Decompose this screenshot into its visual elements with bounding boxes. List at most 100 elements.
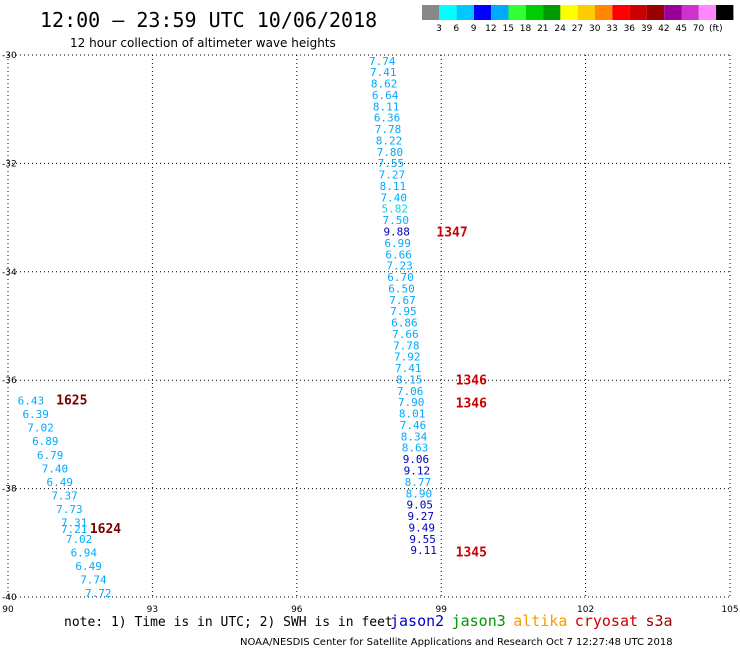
legend-swatch: [508, 5, 526, 20]
legend-swatch: [595, 5, 613, 20]
swh-value: 8.63: [402, 442, 429, 455]
swh-value: 6.64: [372, 89, 399, 102]
swh-value: 7.41: [370, 66, 397, 79]
page-subtitle: 12 hour collection of altimeter wave hei…: [70, 36, 336, 50]
pass-time-label: 1346: [456, 396, 487, 411]
swh-value: 6.50: [388, 282, 415, 295]
swh-value: 8.01: [399, 408, 426, 421]
legend-swatch: [456, 5, 474, 20]
swh-value: 7.02: [66, 533, 93, 546]
legend-swatch: [422, 5, 440, 20]
swh-value: 9.12: [404, 465, 431, 478]
swh-value: 7.74: [80, 573, 107, 586]
swh-value: 9.05: [407, 499, 434, 512]
legend-swatch: [439, 5, 457, 20]
swh-value: 7.95: [390, 305, 417, 318]
swh-value: 6.86: [391, 317, 418, 330]
swh-value: 7.41: [395, 362, 422, 375]
swh-value: 6.43: [18, 395, 45, 408]
time-labels: 1347 1346 1346 1345 1625 1624: [56, 226, 487, 561]
y-tick-label: -36: [2, 376, 17, 386]
legend-swatch: [491, 5, 509, 20]
swh-value: 6.89: [32, 435, 59, 448]
legend-label: 42: [658, 24, 669, 34]
swh-value: 8.34: [401, 430, 428, 443]
legend-swatch: [560, 5, 578, 20]
swh-value: 6.49: [75, 560, 102, 573]
legend-label: 27: [572, 24, 583, 34]
legend-swatch: [681, 5, 699, 20]
swh-value: 9.06: [403, 453, 430, 466]
mission-label: jason3: [452, 612, 506, 630]
swh-value: 7.31: [61, 517, 88, 530]
swh-value: 8.11: [380, 180, 407, 193]
legend-swatch: [543, 5, 561, 20]
mission-label: altika: [513, 612, 567, 630]
x-tick-label: 96: [291, 605, 303, 615]
axis-ticks: 90 93 96 99 102 105 -30 -32 -34 -36 -38 -40: [2, 51, 739, 615]
legend-swatch: [629, 5, 647, 20]
pass-time-label: 1345: [456, 545, 487, 560]
swh-value: 7.72: [85, 587, 112, 600]
swh-value: 7.06: [397, 385, 424, 398]
swh-value: 7.78: [375, 123, 402, 136]
swh-value: 8.77: [405, 476, 432, 489]
swh-value: 8.11: [373, 100, 400, 113]
legend-label: 6: [453, 24, 459, 34]
swh-value: 6.36: [374, 112, 401, 125]
swh-value: 7.66: [392, 328, 419, 341]
swh-value: 6.99: [384, 237, 411, 250]
swh-value: 7.67: [389, 294, 416, 307]
legend-label: (ft): [709, 24, 723, 34]
pass-time-label: 1625: [56, 394, 87, 409]
legend-swatch: [612, 5, 630, 20]
mission-label: cryosat: [575, 612, 638, 630]
legend-swatch: [716, 5, 734, 20]
legend-label: 36: [624, 24, 636, 34]
swh-value: 6.79: [37, 449, 64, 462]
swh-value: 7.40: [381, 191, 408, 204]
swh-value: 9.49: [408, 521, 435, 534]
swh-value: 8.62: [371, 78, 398, 91]
swh-value: 7.21: [61, 523, 88, 536]
y-tick-label: -30: [2, 51, 17, 61]
swh-value: 7.40: [42, 462, 68, 475]
pass-time-label: 1347: [436, 226, 467, 241]
swh-value: 7.37: [51, 489, 78, 502]
legend-label: 45: [675, 24, 686, 34]
swh-value: 7.50: [382, 214, 409, 227]
swh-value: 6.70: [387, 271, 414, 284]
legend-label: 21: [537, 24, 548, 34]
swh-value: 8.90: [406, 487, 433, 500]
legend-label: 70: [693, 24, 705, 34]
legend-label: 12: [485, 24, 496, 34]
legend-label: 9: [471, 24, 477, 34]
footer-note: note: 1) Time is in UTC; 2) SWH is in fe…: [64, 615, 393, 630]
y-tick-label: -34: [2, 268, 17, 278]
swh-value: 6.49: [47, 476, 74, 489]
x-tick-label: 99: [435, 605, 447, 615]
x-tick-label: 102: [577, 605, 594, 615]
swh-value: 5.82: [382, 203, 409, 216]
swh-value: 7.27: [379, 169, 406, 182]
y-tick-label: -38: [2, 485, 17, 495]
swh-value: 7.74: [369, 55, 396, 68]
pass-time-label: 1624: [90, 522, 121, 537]
x-tick-label: 105: [721, 605, 738, 615]
legend-label: 3: [436, 24, 442, 34]
legend-swatch: [473, 5, 492, 20]
swh-value: 7.73: [56, 503, 82, 516]
swh-value: 8.15: [396, 373, 423, 386]
legend-label: 15: [502, 24, 513, 34]
swh-value: 7.02: [27, 422, 54, 435]
swh-value: 7.55: [378, 157, 405, 170]
y-tick-label: -32: [2, 159, 17, 169]
legend-swatch: [577, 5, 595, 20]
swh-value: 7.90: [398, 396, 425, 409]
legend-label: 18: [520, 24, 532, 34]
swh-value: 7.80: [377, 146, 404, 159]
x-tick-label: 90: [2, 605, 14, 615]
mission-legend: jason2 jason3 altika cryosat s3a: [390, 612, 673, 630]
swh-value: 6.39: [22, 408, 49, 421]
